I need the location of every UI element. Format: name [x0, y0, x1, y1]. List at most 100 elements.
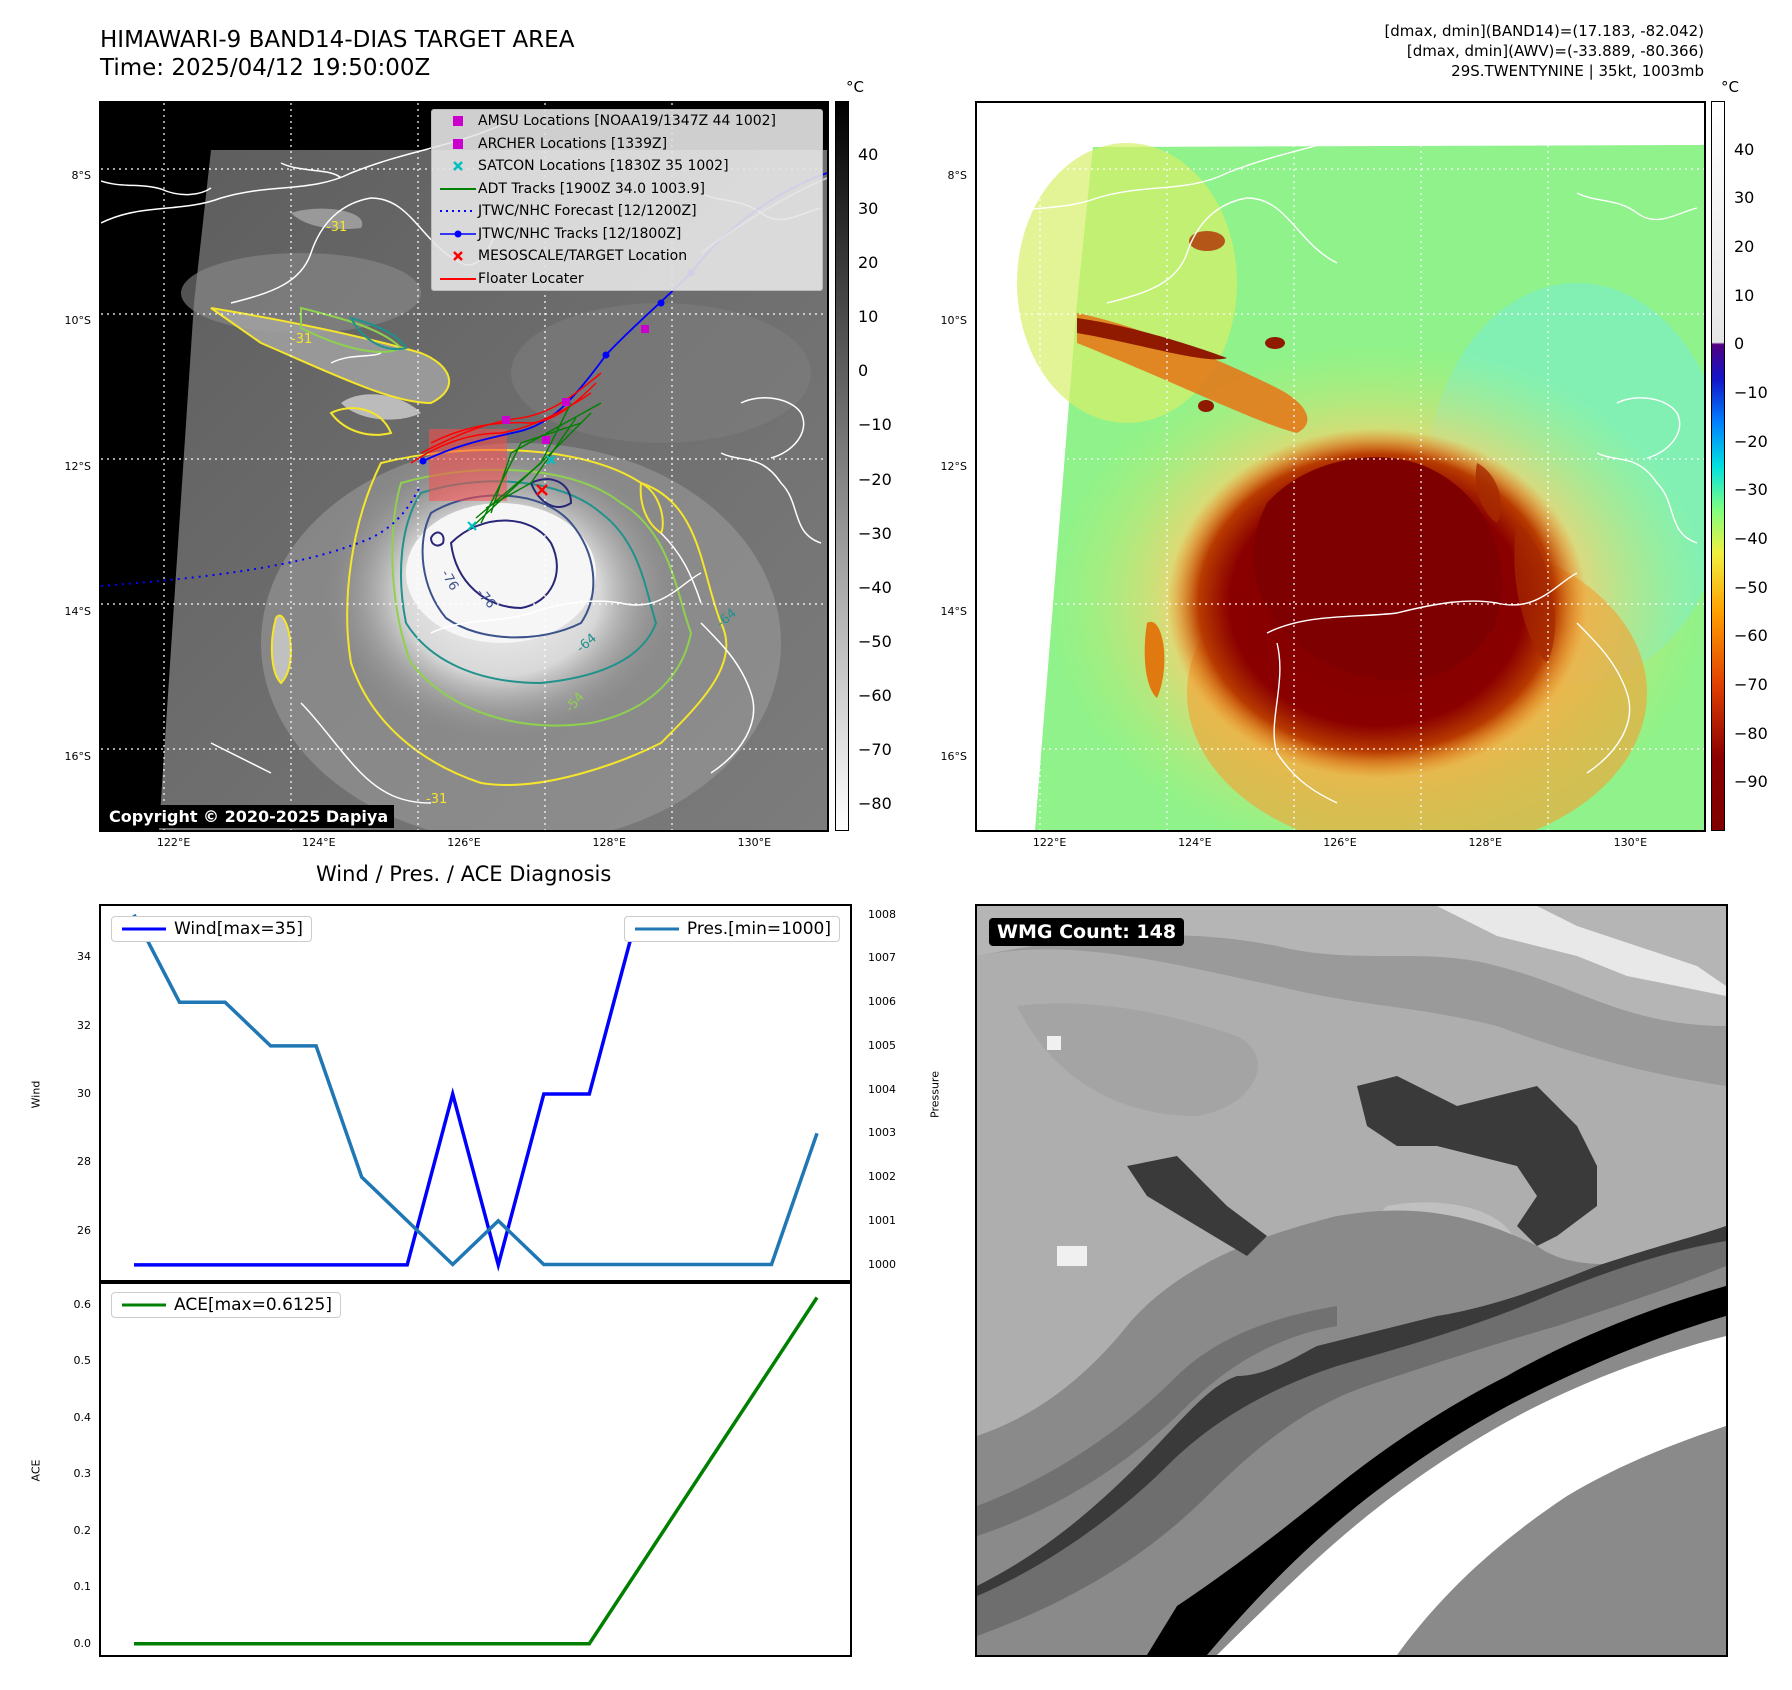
- lon-tick-label: 126°E: [447, 836, 481, 849]
- pressure-axis-label: Pressure: [928, 1071, 942, 1118]
- ir-map-panel: -76 -76 -64 -54 -64 -31 -31 -31 AMSU Loc…: [99, 101, 829, 832]
- contour-label: -31: [426, 792, 447, 807]
- legend-item-tracks: JTWC/NHC Tracks [12/1800Z]: [432, 223, 822, 246]
- lon-tick-label: 128°E: [592, 836, 626, 849]
- colorbar-tick-label: 40: [1734, 139, 1755, 159]
- lon-tick-label: 126°E: [1323, 836, 1357, 849]
- ace-legend: ACE[max=0.6125]: [111, 1292, 341, 1318]
- colorbar-tick-label: −30: [858, 523, 892, 543]
- y-tick-label: 1002: [868, 1170, 896, 1184]
- y-tick-label: 1000: [868, 1257, 896, 1271]
- y-tick-label: 26: [77, 1223, 91, 1237]
- ace-panel: ACE[max=0.6125]: [99, 1280, 852, 1657]
- colorbar-tick-label: −60: [1734, 626, 1768, 646]
- info-storm: 29S.TWENTYNINE | 35kt, 1003mb: [1451, 62, 1704, 80]
- legend-label: JTWC/NHC Tracks [12/1800Z]: [478, 225, 682, 242]
- lon-tick-label: 130°E: [737, 836, 772, 849]
- lon-tick-label: 124°E: [1178, 836, 1212, 849]
- legend-item-satcon: SATCON Locations [1830Z 35 1002]: [432, 155, 822, 178]
- y-tick-label: 0.6: [73, 1297, 92, 1311]
- ace-axis-label: ACE: [29, 1459, 43, 1482]
- colorbar-tick-label: 10: [1734, 285, 1755, 305]
- colorbar-tick-label: −40: [858, 577, 892, 597]
- legend-label: AMSU Locations [NOAA19/1347Z 44 1002]: [478, 113, 777, 130]
- contour-label: -31: [291, 332, 312, 347]
- ace-series-line: [134, 1296, 819, 1646]
- y-tick-label: 1001: [868, 1213, 896, 1227]
- colorbar-tick-label: 10: [858, 307, 879, 327]
- ace-legend-label: ACE[max=0.6125]: [174, 1295, 332, 1315]
- colorbar-left-unit: °C: [846, 78, 864, 96]
- chart-title: HIMAWARI-9 BAND14-DIAS TARGET AREA: [100, 27, 575, 53]
- legend-item-archer: ARCHER Locations [1339Z]: [432, 133, 822, 156]
- y-tick-label: 1003: [868, 1126, 896, 1140]
- y-tick-label: 1005: [868, 1038, 896, 1052]
- y-tick-label: 34: [77, 950, 91, 964]
- copyright-label: Copyright © 2020-2025 Dapiya: [103, 805, 395, 828]
- lon-tick-label: 128°E: [1468, 836, 1502, 849]
- forecast-track: [101, 484, 422, 587]
- ace-plot: [134, 1296, 819, 1646]
- info-band14: [dmax, dmin](BAND14)=(17.183, -82.042): [1384, 22, 1704, 40]
- wind-axis-label: Wind: [29, 1080, 43, 1109]
- y-tick-label: 30: [77, 1087, 91, 1100]
- legend-item-adt: ADT Tracks [1900Z 34.0 1003.9]: [432, 178, 822, 201]
- colorbar-tick-label: −80: [858, 793, 892, 813]
- lon-tick-label: 122°E: [1032, 836, 1067, 849]
- legend-label: JTWC/NHC Forecast [12/1200Z]: [478, 203, 697, 220]
- colorbar-tick-label: −10: [1734, 383, 1768, 402]
- colorbar-right: [1711, 101, 1725, 831]
- lat-tick-label: 8°S: [947, 168, 967, 182]
- colorbar-tick-label: −40: [1734, 529, 1768, 548]
- pres-legend-label: Pres.[min=1000]: [686, 919, 831, 939]
- wind-legend: Wind[max=35]: [111, 916, 312, 942]
- wind-legend-label: Wind[max=35]: [174, 919, 303, 939]
- y-tick-label: 0.3: [73, 1467, 92, 1481]
- lon-tick-label: 124°E: [302, 836, 336, 849]
- contour-label: -31: [326, 220, 347, 235]
- y-tick-label: 0.5: [73, 1354, 92, 1368]
- wmg-image: [977, 906, 1726, 1655]
- pressure-series-line: [132, 913, 819, 1267]
- lat-tick-label: 16°S: [940, 750, 967, 764]
- lon-tick-label: 130°E: [1613, 836, 1648, 849]
- colorbar-tick-label: −60: [858, 685, 892, 705]
- legend-label: ARCHER Locations [1339Z]: [478, 135, 668, 152]
- wind-pres-plot: [132, 913, 819, 1272]
- lat-tick-label: 14°S: [940, 604, 967, 618]
- map-legend: AMSU Locations [NOAA19/1347Z 44 1002] AR…: [431, 109, 823, 291]
- colorbar-tick-label: −30: [1734, 480, 1768, 500]
- legend-item-target: MESOSCALE/TARGET Location: [432, 245, 822, 268]
- legend-item-forecast: JTWC/NHC Forecast [12/1200Z]: [432, 200, 822, 223]
- lat-tick-label: 16°S: [64, 750, 91, 764]
- lat-tick-label: 10°S: [940, 314, 967, 328]
- colorbar-tick-label: 20: [858, 253, 879, 273]
- y-tick-label: 0.1: [73, 1580, 92, 1594]
- colorbar-tick-label: 30: [858, 199, 879, 219]
- wind-pres-panel: Wind[max=35] Pres.[min=1000]: [99, 904, 852, 1284]
- colorbar-tick-label: 20: [1734, 237, 1755, 256]
- legend-label: Floater Locater: [478, 270, 584, 287]
- colorbar-tick-label: 0: [1734, 334, 1745, 354]
- colorbar-tick-label: 30: [1734, 188, 1755, 208]
- legend-item-floater: Floater Locater: [432, 268, 822, 291]
- colorbar-tick-label: −20: [1734, 431, 1768, 451]
- colorbar-tick-label: −20: [858, 469, 892, 489]
- colorbar-tick-label: −70: [858, 739, 892, 759]
- colorbar-tick-label: −70: [1734, 675, 1768, 694]
- legend-label: SATCON Locations [1830Z 35 1002]: [478, 158, 729, 175]
- colorbar-left: [835, 101, 849, 831]
- floater-box: [429, 429, 507, 501]
- awv-gridlines: [977, 103, 1704, 830]
- colorbar-tick-label: −50: [1734, 577, 1768, 597]
- y-tick-label: 0.2: [73, 1523, 92, 1537]
- colorbar-tick-label: −90: [1734, 772, 1768, 792]
- wmg-panel: WMG Count: 148: [975, 904, 1728, 1657]
- lat-tick-label: 12°S: [64, 459, 91, 473]
- pres-legend: Pres.[min=1000]: [623, 916, 840, 942]
- y-tick-label: 1007: [868, 951, 896, 965]
- y-tick-label: 0.4: [73, 1410, 92, 1424]
- lat-tick-label: 14°S: [64, 604, 91, 618]
- colorbar-tick-label: −50: [858, 631, 892, 651]
- awv-map-svg: [977, 103, 1704, 830]
